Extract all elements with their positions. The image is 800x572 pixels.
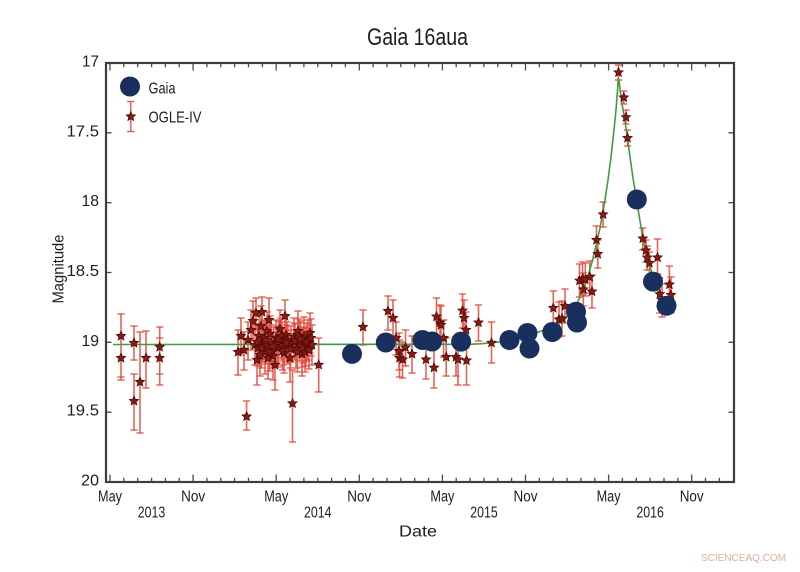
svg-text:Nov: Nov: [514, 489, 538, 506]
svg-text:Nov: Nov: [181, 489, 205, 506]
svg-text:19: 19: [82, 333, 100, 350]
svg-text:Nov: Nov: [347, 489, 371, 506]
svg-text:Gaia 16aua: Gaia 16aua: [367, 24, 469, 51]
svg-text:20: 20: [81, 473, 99, 490]
svg-text:Magnitude: Magnitude: [51, 235, 68, 304]
svg-text:2015: 2015: [470, 505, 498, 522]
svg-text:18.5: 18.5: [67, 263, 100, 280]
svg-text:Gaia: Gaia: [149, 81, 176, 98]
svg-text:May: May: [264, 489, 288, 506]
svg-text:May: May: [430, 489, 454, 506]
svg-text:18: 18: [82, 193, 100, 210]
svg-text:17: 17: [82, 54, 99, 71]
svg-text:2016: 2016: [636, 505, 664, 522]
svg-text:May: May: [597, 489, 621, 506]
svg-text:Nov: Nov: [680, 489, 704, 506]
svg-text:May: May: [98, 489, 122, 506]
svg-text:2014: 2014: [304, 505, 332, 522]
svg-text:2013: 2013: [138, 505, 166, 522]
svg-text:Date: Date: [399, 524, 437, 541]
svg-text:17.5: 17.5: [67, 123, 100, 140]
svg-text:19.5: 19.5: [67, 403, 100, 420]
svg-text:OGLE-IV: OGLE-IV: [149, 110, 202, 127]
svg-text:SCIENCEAQ.COM: SCIENCEAQ.COM: [701, 552, 786, 564]
